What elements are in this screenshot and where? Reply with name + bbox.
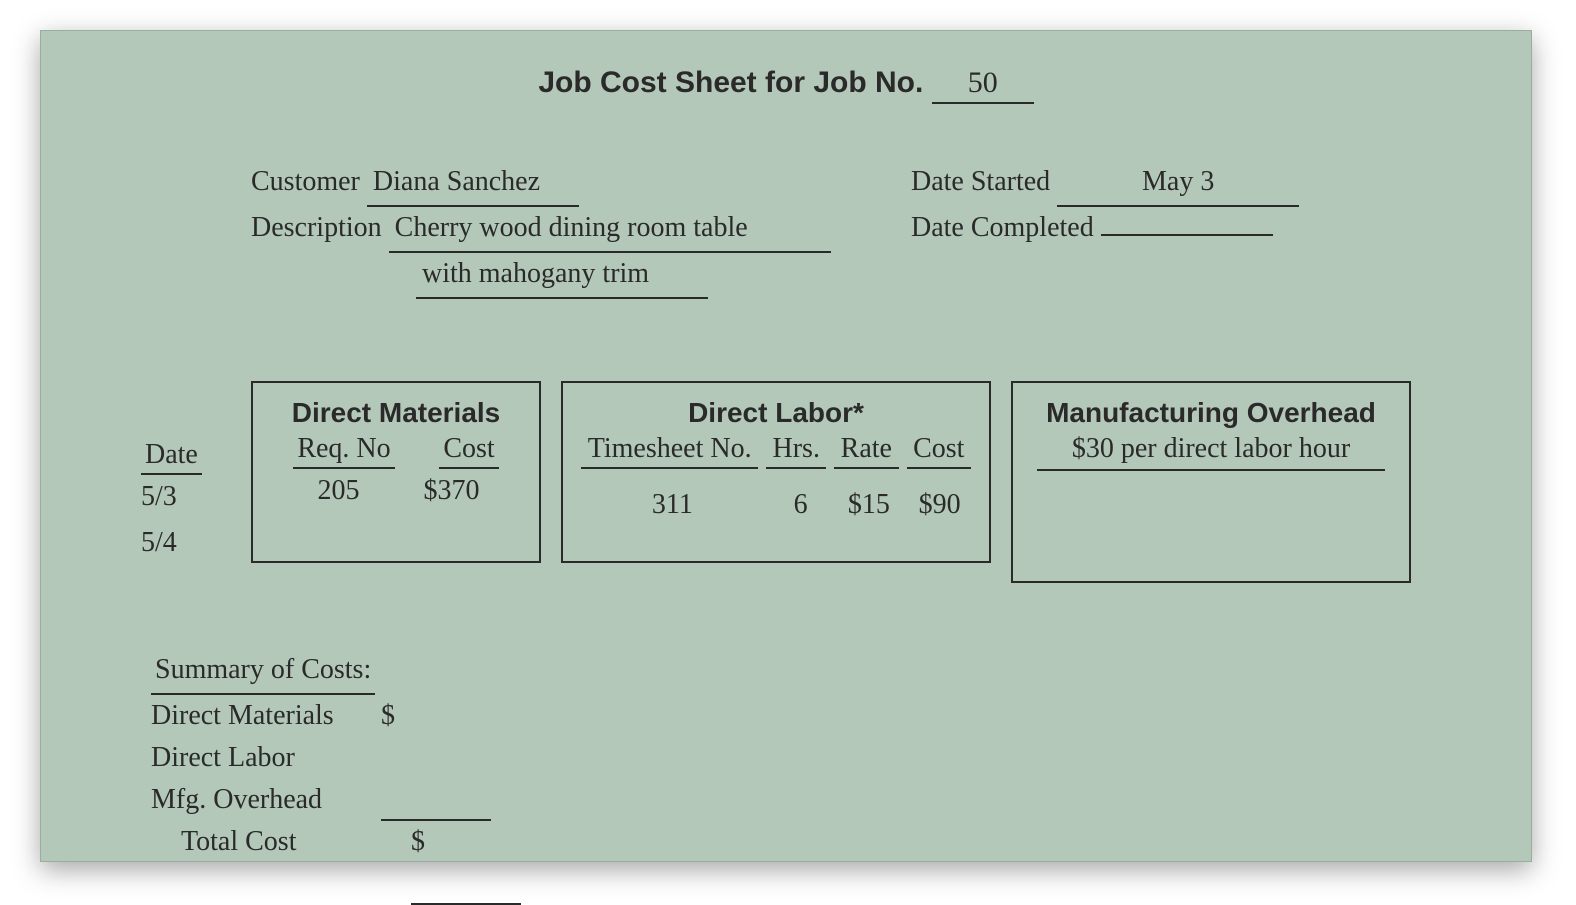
direct-materials-title: Direct Materials	[271, 397, 521, 429]
summary-title: Summary of Costs:	[151, 649, 375, 695]
date-row-1: 5/4	[141, 527, 251, 559]
dl-row1-cost: $90	[910, 489, 970, 521]
job-number-field: 50	[932, 66, 1034, 104]
date-column: Date 5/3 5/4	[141, 381, 251, 559]
job-cost-sheet-card: Job Cost Sheet for Job No. 50 Customer D…	[40, 30, 1532, 862]
direct-labor-box: Direct Labor* Timesheet No. Hrs. Rate Co…	[561, 381, 991, 563]
summary-dl-value	[381, 737, 511, 779]
date-header: Date	[141, 439, 202, 475]
dl-col-hrs: Hrs.	[766, 433, 826, 469]
date-started-label: Date Started	[911, 161, 1050, 203]
manufacturing-overhead-box: Manufacturing Overhead $30 per direct la…	[1011, 381, 1411, 583]
dl-row1-ts: 311	[582, 489, 762, 521]
summary-of-costs: Summary of Costs: Direct Materials $ Dir…	[151, 649, 541, 905]
dl-col-ts: Timesheet No.	[581, 433, 758, 469]
description-line2: with mahogany trim	[416, 253, 708, 299]
sheet-title: Job Cost Sheet for Job No. 50	[41, 66, 1531, 104]
dl-col-rate: Rate	[834, 433, 898, 469]
stage: Job Cost Sheet for Job No. 50 Customer D…	[0, 0, 1576, 903]
summary-mo-label: Mfg. Overhead	[151, 779, 381, 821]
mo-title: Manufacturing Overhead	[1031, 397, 1391, 429]
dl-col-cost: Cost	[907, 433, 971, 469]
summary-total-blank	[411, 877, 521, 905]
dl-row1-hrs: 6	[773, 489, 828, 521]
dm-row0-req: 205	[289, 475, 389, 507]
title-prefix: Job Cost Sheet for Job No.	[538, 66, 923, 99]
description-label: Description	[251, 207, 382, 249]
dl-row1-rate: $15	[839, 489, 899, 521]
cost-boxes: Date 5/3 5/4 Direct Materials Req. No Co…	[141, 381, 1431, 583]
summary-dm-label: Direct Materials	[151, 695, 381, 737]
dm-col-cost: Cost	[439, 433, 498, 469]
customer-label: Customer	[251, 161, 360, 203]
summary-dl-label: Direct Labor	[151, 737, 381, 779]
mo-rate-line: $30 per direct labor hour	[1037, 433, 1385, 471]
date-row-0: 5/3	[141, 481, 251, 513]
date-started-value: May 3	[1057, 161, 1299, 207]
summary-dm-value: $	[381, 695, 511, 737]
dm-col-req: Req. No	[293, 433, 394, 469]
direct-labor-title: Direct Labor*	[581, 397, 971, 429]
description-line1: Cherry wood dining room table	[389, 207, 831, 253]
dm-row0-cost: $370	[424, 475, 504, 507]
direct-materials-box: Direct Materials Req. No Cost 205 $370	[251, 381, 541, 563]
date-completed-label: Date Completed	[911, 207, 1094, 249]
customer-value: Diana Sanchez	[367, 161, 579, 207]
summary-total-label: Total Cost	[151, 821, 411, 905]
header-fields: Customer Diana Sanchez Date Started May …	[251, 161, 1321, 299]
date-completed-value	[1101, 232, 1273, 236]
summary-total-dollar: $	[411, 826, 425, 857]
summary-mo-blank	[381, 793, 491, 821]
